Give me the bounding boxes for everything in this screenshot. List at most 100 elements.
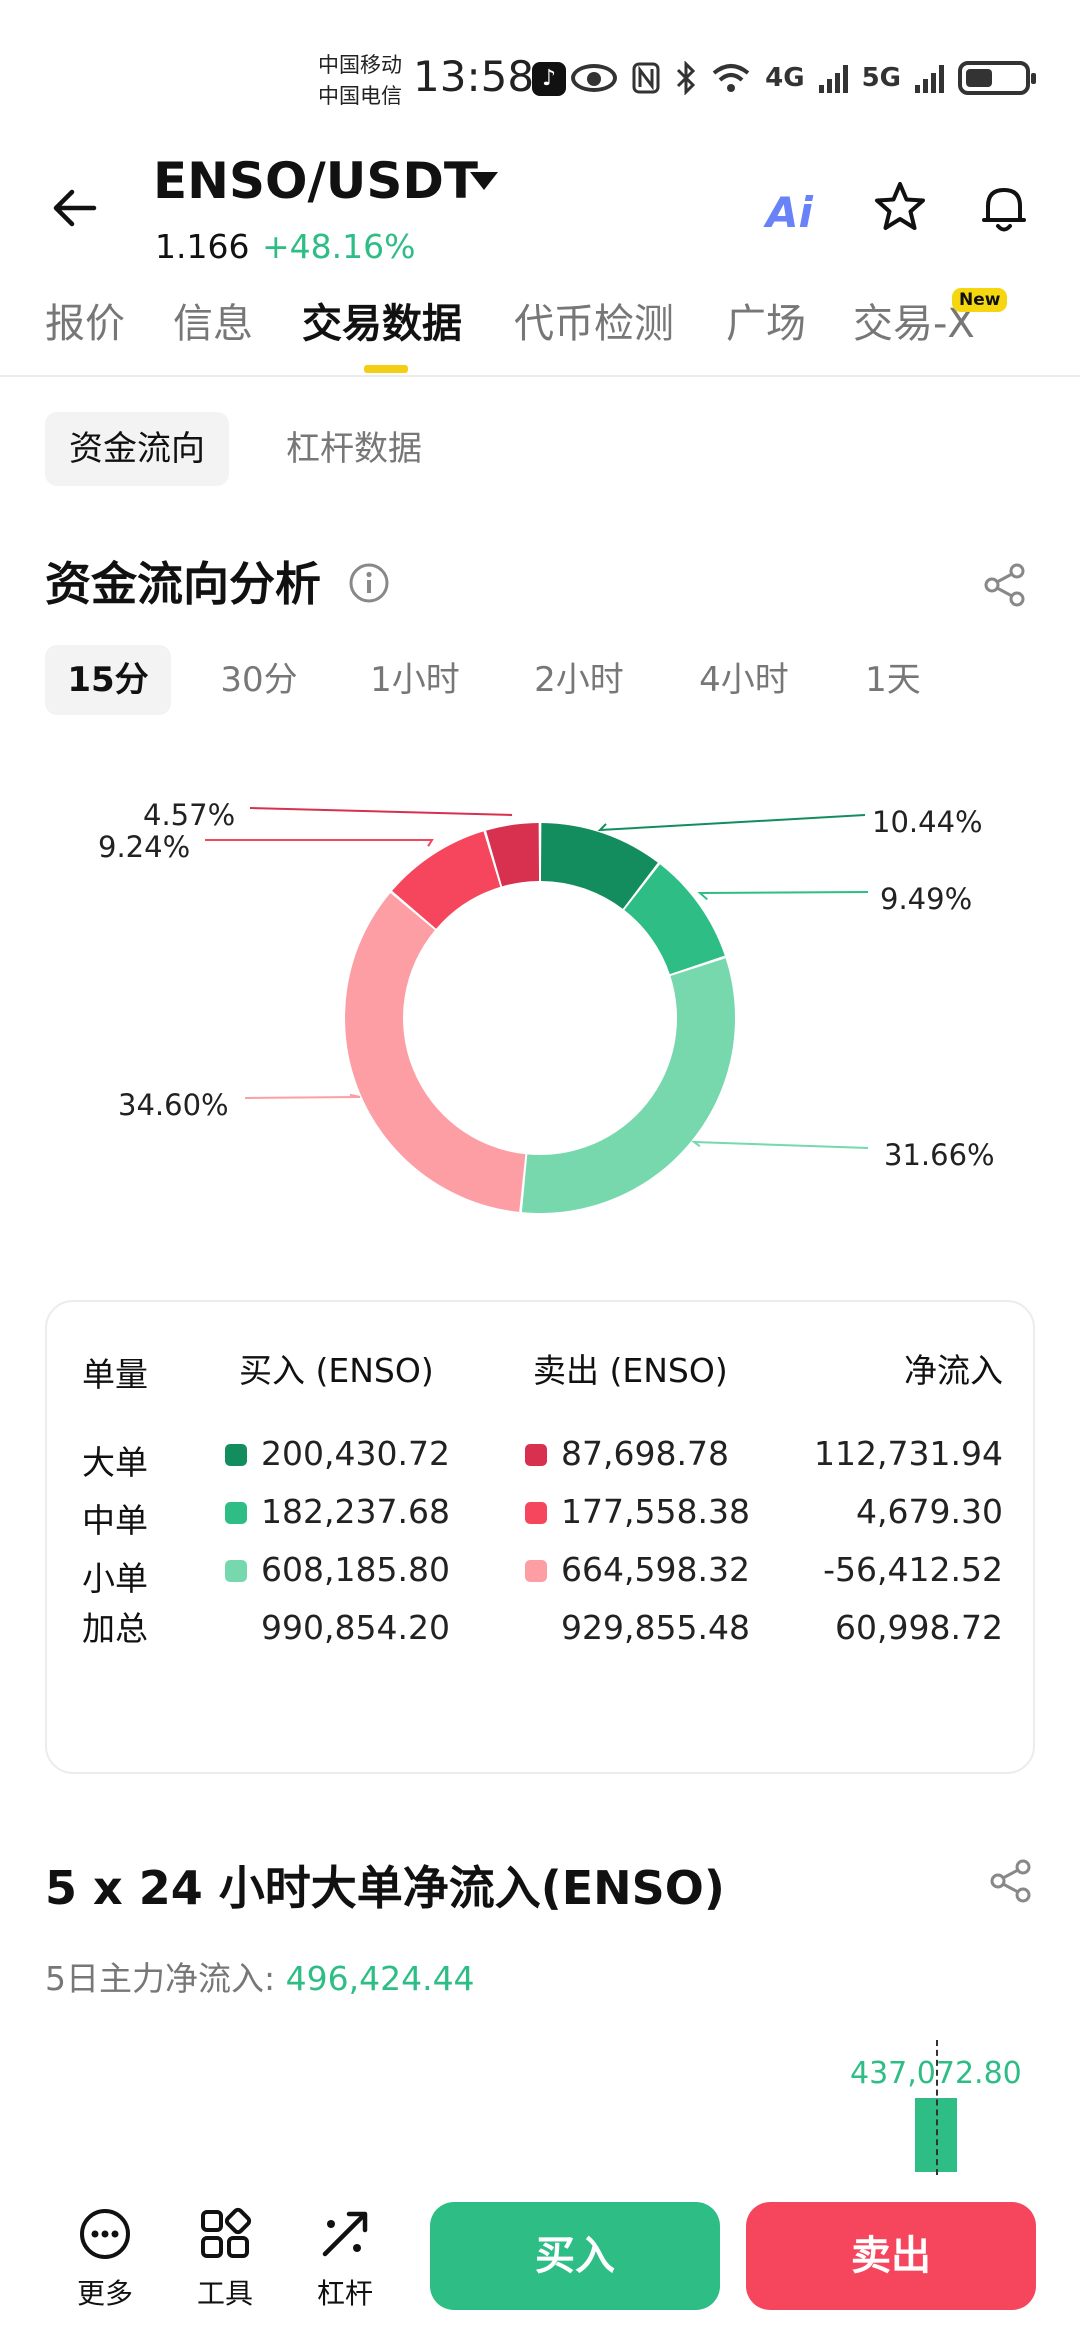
cell-sell-small: 664,598.32 [525,1550,750,1589]
eye-icon [571,64,618,92]
donut-slice [521,958,735,1213]
more-icon [80,2209,130,2259]
header-net: 净流入 [904,1351,1003,1390]
status-bar: 中国移动 中国电信 13:58 ♪ 4G 5G [0,0,1080,150]
tools-label: 工具 [196,2277,253,2310]
cell-net-total: 60,998.72 [835,1608,1003,1647]
legend-swatch [525,1502,547,1524]
clock: 13:58 [413,52,535,101]
slice-label-large-buy: 10.44% [872,805,983,839]
last-price: 1.166 [155,227,250,266]
five-day-label: 5日主力净流入: [45,1959,286,1998]
carrier-names: 中国移动 中国电信 [318,50,402,112]
period-2h[interactable]: 2小时 [534,660,624,700]
bell-icon[interactable] [976,180,1032,236]
leverage-button[interactable]: 杠杆 [300,2206,390,2312]
tab-quote[interactable]: 报价 [45,301,125,347]
carrier-2: 中国电信 [318,84,402,108]
header-size: 单量 [82,1355,148,1394]
more-label: 更多 [76,2277,133,2310]
wifi-icon [712,64,750,92]
pair-title[interactable]: ENSO/USDT [153,152,478,210]
cell-buy-medium: 182,237.68 [225,1492,450,1531]
fund-flow-donut-chart: 10.44% 9.49% 31.66% 34.60% 9.24% 4.57% [0,760,1080,1240]
new-badge: New [952,288,1008,312]
cell-buy-small: 608,185.80 [225,1550,450,1589]
cell-buy-large: 200,430.72 [225,1434,450,1473]
period-15m[interactable]: 15分 [45,645,171,715]
donut-slice [486,823,540,887]
main-tabs: 报价 信息 交易数据 代币检测 广场 交易-X [0,285,1080,377]
period-30m[interactable]: 30分 [220,660,298,700]
crosshair-line [936,2040,938,2175]
donut-slice [345,892,526,1212]
slice-label-medium-sell: 9.24% [98,830,191,864]
leverage-label: 杠杆 [316,2277,373,2310]
legend-swatch [525,1560,547,1582]
tools-button[interactable]: 工具 [180,2206,270,2312]
header-sell: 卖出 (ENSO) [533,1351,728,1390]
network-4g-label: 4G [765,63,805,93]
cell-net-large: 112,731.94 [814,1434,1003,1473]
leader-line [205,839,434,847]
leader-line [690,1140,869,1149]
tools-icon [201,2207,252,2258]
row-label-total: 加总 [82,1609,148,1648]
fund-flow-title: 资金流向分析 [45,557,321,611]
back-arrow-icon[interactable] [48,182,100,234]
value: 87,698.78 [561,1434,729,1473]
tab-trading-data[interactable]: 交易数据 [302,301,462,347]
five-day-net-inflow: 5日主力净流入: 496,424.44 [45,1952,475,2000]
cell-net-small: -56,412.52 [823,1550,1003,1589]
donut-slice [392,831,501,929]
donut-svg [205,807,869,1213]
star-icon[interactable] [873,180,927,234]
more-button[interactable]: 更多 [60,2206,150,2312]
bottom-action-bar: 更多 工具 杠杆 买入 卖出 [0,2188,1080,2340]
value: 608,185.80 [261,1550,450,1589]
leader-line [697,891,869,901]
bar-value-label: 437,072.80 [850,2056,1022,2091]
period-1d[interactable]: 1天 [865,660,921,700]
subtab-fund-flow[interactable]: 资金流向 [45,412,229,486]
buy-button[interactable]: 买入 [430,2202,720,2310]
period-4h[interactable]: 4小时 [699,660,789,700]
period-1h[interactable]: 1小时 [370,660,460,700]
donut-slice [540,823,658,909]
five-day-value: 496,424.44 [285,1959,475,1998]
value: 200,430.72 [261,1434,450,1473]
network-5g-label: 5G [861,63,901,93]
leader-line [249,807,513,817]
row-label-large: 大单 [82,1443,148,1482]
legend-swatch [525,1444,547,1466]
ai-icon[interactable]: Ai [766,188,813,237]
price-change: +48.16% [262,227,416,266]
carrier-1: 中国移动 [318,53,402,77]
tab-token-check[interactable]: 代币检测 [514,301,674,347]
info-icon[interactable] [348,562,390,604]
value: 664,598.32 [561,1550,750,1589]
big-order-title: 5 x 24 小时大单净流入(ENSO) [45,1861,725,1915]
battery-icon [958,61,1036,95]
value: 177,558.38 [561,1492,750,1531]
signal-5g-icon [915,63,944,93]
subtab-leverage-data[interactable]: 杠杆数据 [286,429,422,469]
value: 182,237.68 [261,1492,450,1531]
cell-buy-total: 990,854.20 [261,1608,450,1647]
header-buy: 买入 (ENSO) [239,1351,434,1390]
fund-flow-table: 单量 买入 (ENSO) 卖出 (ENSO) 净流入 大单 200,430.72… [45,1300,1035,1774]
pair-dropdown-icon[interactable] [470,172,498,190]
cell-net-medium: 4,679.30 [856,1492,1003,1531]
tab-info[interactable]: 信息 [173,301,253,347]
share-icon[interactable] [982,562,1028,608]
bluetooth-icon [677,61,696,95]
tiktok-notification-icon: ♪ [532,62,566,96]
legend-swatch [225,1502,247,1524]
row-label-small: 小单 [82,1559,148,1598]
signal-4g-icon [818,63,848,93]
tab-square[interactable]: 广场 [726,301,806,347]
active-tab-indicator [364,365,408,373]
sell-button[interactable]: 卖出 [746,2202,1036,2310]
leverage-icon [322,2211,368,2257]
share-icon[interactable] [988,1858,1034,1904]
